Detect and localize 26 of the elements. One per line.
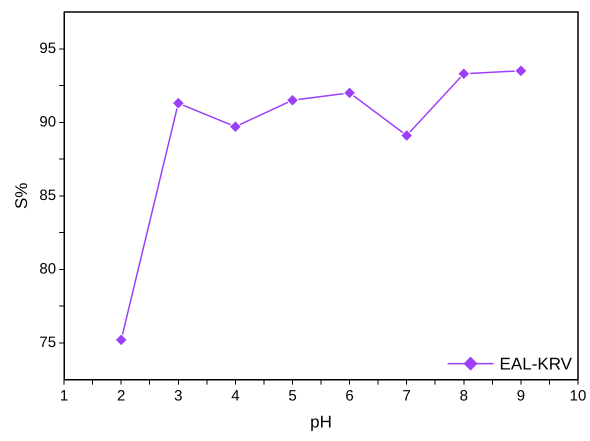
y-tick-label: 85 <box>39 186 56 204</box>
y-tick-label: 95 <box>39 40 56 57</box>
x-tick-label: 10 <box>570 388 586 405</box>
point <box>286 94 299 107</box>
x-tick-label: 4 <box>231 388 240 405</box>
x-tick-label: 3 <box>174 388 182 405</box>
point <box>514 64 528 78</box>
point <box>343 86 356 100</box>
point <box>228 120 242 134</box>
y-tick-label: 80 <box>39 260 56 278</box>
x-tick-label: 9 <box>516 388 526 405</box>
x-tick-label: 6 <box>345 388 354 405</box>
point <box>457 67 470 80</box>
legend-label: EAL-KRV <box>500 354 573 374</box>
point <box>400 129 414 142</box>
y-axis-title: S% <box>12 182 31 210</box>
y-tick-label: 90 <box>39 113 56 130</box>
x-tick-label: 1 <box>60 388 68 405</box>
point <box>114 333 128 346</box>
x-tick-label: 2 <box>117 388 126 405</box>
y-tick-label: 75 <box>39 334 56 351</box>
x-tick-label: 8 <box>460 388 468 405</box>
x-axis-title: pH <box>310 412 332 432</box>
point <box>172 96 185 110</box>
x-tick-label: 7 <box>402 388 411 405</box>
x-tick-label: 5 <box>288 388 297 405</box>
